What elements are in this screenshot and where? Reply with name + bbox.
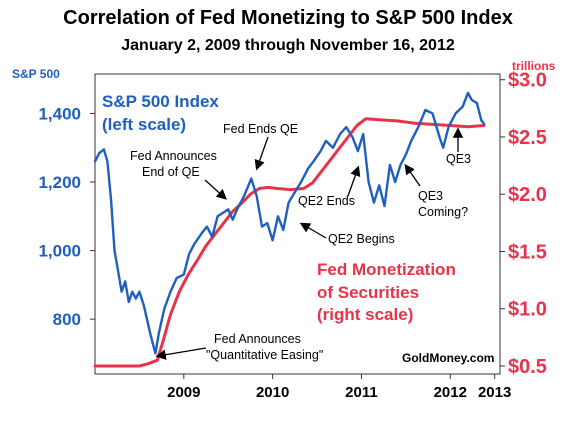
annotation-fed-announces-end-1: Fed Announces xyxy=(130,149,217,163)
series-layer xyxy=(93,91,486,368)
fed-legend-line1: Fed Monetization xyxy=(317,260,456,279)
right-tick-label: $2.0 xyxy=(508,184,547,206)
x-tick-label: 2013 xyxy=(478,384,511,401)
arrow-fed-announces-qe xyxy=(155,347,207,360)
right-tick-label: $0.5 xyxy=(508,356,547,378)
right-tick-label: $1.5 xyxy=(508,241,547,263)
annotation-fed-announces-qe-2: "Quantitative Easing" xyxy=(206,348,323,362)
arrow-fed-ends-qe xyxy=(254,136,269,171)
right-tick-label: $3.0 xyxy=(508,70,547,92)
annotation-qe3-coming-1: QE3 xyxy=(418,189,443,203)
annotation-fed-ends-qe: Fed Ends QE xyxy=(223,122,298,136)
arrow-qe3-coming xyxy=(404,163,421,187)
annotation-qe2-ends: QE2 Ends xyxy=(298,194,355,208)
right-axis: $0.5 $1.0 $1.5 $2.0 $2.5 $3.0 xyxy=(500,70,547,378)
annotation-qe3: QE3 xyxy=(446,152,471,166)
x-tick-label: 2009 xyxy=(167,384,200,401)
annotation-fed-announces-end-2: End of QE xyxy=(142,165,200,179)
left-tick-label: 1,400 xyxy=(38,104,81,123)
fed-monetization-series-line xyxy=(93,117,486,368)
credit-label: GoldMoney.com xyxy=(402,351,494,365)
right-tick-label: $1.0 xyxy=(508,299,547,321)
fed-legend-line3: (right scale) xyxy=(317,305,413,324)
chart-title: Correlation of Fed Monetizing to S&P 500… xyxy=(63,7,513,29)
x-tick-label: 2012 xyxy=(434,384,467,401)
sp500-series-line xyxy=(93,91,486,355)
left-axis: 800 1,000 1,200 1,400 xyxy=(38,104,95,329)
left-tick-label: 800 xyxy=(53,310,81,329)
arrow-qe2-begins xyxy=(299,222,327,239)
x-axis: 2009 2010 2011 2012 2013 xyxy=(167,374,511,401)
arrow-fed-announces-end xyxy=(204,179,227,200)
left-tick-label: 1,200 xyxy=(38,173,81,192)
x-tick-label: 2011 xyxy=(345,384,378,401)
fed-legend-line2: of Securities xyxy=(317,283,419,302)
arrow-qe2-ends xyxy=(347,165,361,197)
sp-legend-line1: S&P 500 Index xyxy=(102,92,219,111)
annotation-fed-announces-qe-1: Fed Announces xyxy=(214,332,301,346)
left-tick-label: 1,000 xyxy=(38,242,81,261)
chart-subtitle: January 2, 2009 through November 16, 201… xyxy=(121,37,455,54)
sp-legend-line2: (left scale) xyxy=(102,115,186,134)
left-axis-unit: S&P 500 xyxy=(12,67,60,81)
right-tick-label: $2.5 xyxy=(508,127,547,149)
annotation-qe3-coming-2: Coming? xyxy=(418,205,468,219)
x-tick-label: 2010 xyxy=(256,384,289,401)
plot-frame xyxy=(94,73,501,375)
right-axis-unit: trillions xyxy=(512,59,556,73)
annotation-qe2-begins: QE2 Begins xyxy=(328,232,395,246)
